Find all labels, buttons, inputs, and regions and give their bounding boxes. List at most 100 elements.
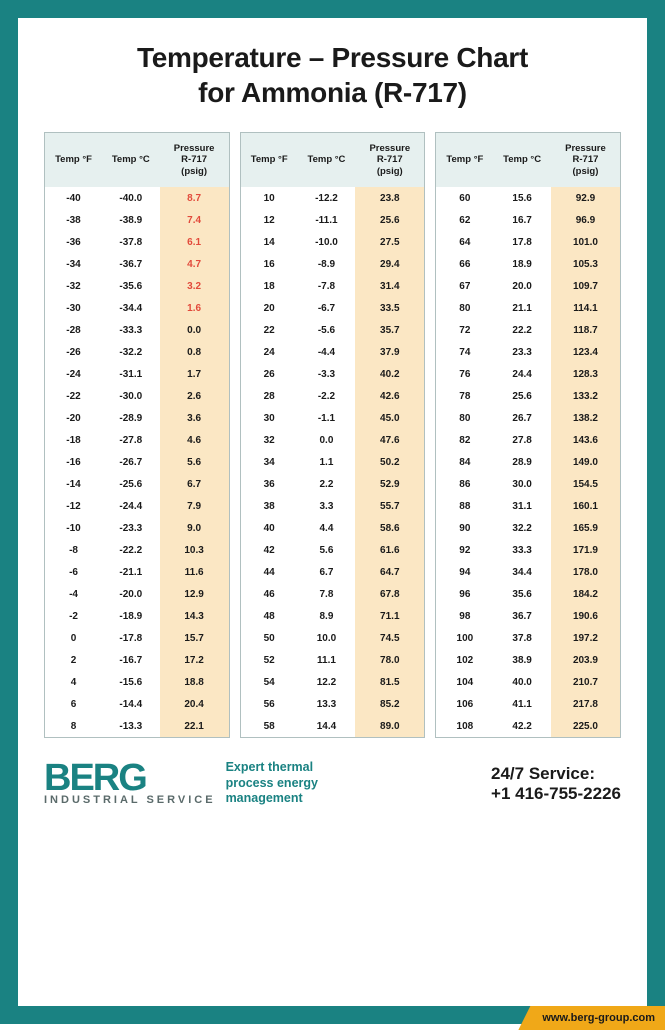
column-header: Temp °C <box>493 133 551 188</box>
cell-pressure: 149.0 <box>551 451 621 473</box>
table-row: 26-3.340.2 <box>240 363 425 385</box>
column-header: PressureR-717(psig) <box>160 133 230 188</box>
table-row: -14-25.66.7 <box>45 473 230 495</box>
cell-pressure: 184.2 <box>551 583 621 605</box>
cell-pressure: 154.5 <box>551 473 621 495</box>
cell-temp-f: -12 <box>45 495 103 517</box>
cell-temp-f: 64 <box>436 231 494 253</box>
cell-temp-f: 94 <box>436 561 494 583</box>
cell-temp-c: -16.7 <box>102 649 160 671</box>
cell-temp-c: -18.9 <box>102 605 160 627</box>
cell-temp-c: 13.3 <box>298 693 356 715</box>
table-row: 8026.7138.2 <box>436 407 621 429</box>
cell-pressure: 18.8 <box>160 671 230 693</box>
cell-pressure: 3.2 <box>160 275 230 297</box>
table-row: 7222.2118.7 <box>436 319 621 341</box>
cell-temp-c: 36.7 <box>493 605 551 627</box>
cell-pressure: 47.6 <box>355 429 425 451</box>
table-row: 10-12.223.8 <box>240 187 425 209</box>
cell-pressure: 27.5 <box>355 231 425 253</box>
table-row: 6-14.420.4 <box>45 693 230 715</box>
cell-temp-c: 21.1 <box>493 297 551 319</box>
cell-temp-f: 10 <box>240 187 298 209</box>
cell-pressure: 4.7 <box>160 253 230 275</box>
cell-temp-f: 92 <box>436 539 494 561</box>
cell-pressure: 143.6 <box>551 429 621 451</box>
cell-temp-f: 67 <box>436 275 494 297</box>
cell-pressure: 0.8 <box>160 341 230 363</box>
cell-temp-f: 32 <box>240 429 298 451</box>
cell-temp-c: -11.1 <box>298 209 356 231</box>
table-row: -34-36.74.7 <box>45 253 230 275</box>
table-row: -22-30.02.6 <box>45 385 230 407</box>
service-phone: +1 416-755-2226 <box>491 784 621 804</box>
cell-temp-c: 11.1 <box>298 649 356 671</box>
cell-pressure: 118.7 <box>551 319 621 341</box>
column-header: Temp °F <box>240 133 298 188</box>
cell-temp-c: -33.3 <box>102 319 160 341</box>
cell-temp-f: 22 <box>240 319 298 341</box>
cell-temp-c: -3.3 <box>298 363 356 385</box>
table-row: 5412.281.5 <box>240 671 425 693</box>
cell-temp-f: -24 <box>45 363 103 385</box>
cell-temp-f: 54 <box>240 671 298 693</box>
cell-pressure: 8.7 <box>160 187 230 209</box>
cell-pressure: 33.5 <box>355 297 425 319</box>
table-row: 4-15.618.8 <box>45 671 230 693</box>
table-row: 6720.0109.7 <box>436 275 621 297</box>
cell-temp-c: -20.0 <box>102 583 160 605</box>
cell-temp-f: 12 <box>240 209 298 231</box>
cell-pressure: 35.7 <box>355 319 425 341</box>
cell-temp-f: 98 <box>436 605 494 627</box>
cell-pressure: 10.3 <box>160 539 230 561</box>
table-row: 10238.9203.9 <box>436 649 621 671</box>
table-row: 8831.1160.1 <box>436 495 621 517</box>
tables-row: Temp °FTemp °CPressureR-717(psig)-40-40.… <box>44 132 621 738</box>
cell-pressure: 105.3 <box>551 253 621 275</box>
table-row: 6216.796.9 <box>436 209 621 231</box>
cell-pressure: 45.0 <box>355 407 425 429</box>
table-row: 9032.2165.9 <box>436 517 621 539</box>
table-row: -30-34.41.6 <box>45 297 230 319</box>
table-row: 9836.7190.6 <box>436 605 621 627</box>
cell-temp-c: -10.0 <box>298 231 356 253</box>
cell-temp-c: -36.7 <box>102 253 160 275</box>
cell-temp-c: 34.4 <box>493 561 551 583</box>
cell-pressure: 225.0 <box>551 715 621 738</box>
cell-temp-c: 12.2 <box>298 671 356 693</box>
cell-temp-c: -35.6 <box>102 275 160 297</box>
cell-pressure: 5.6 <box>160 451 230 473</box>
cell-temp-f: -40 <box>45 187 103 209</box>
cell-temp-c: 6.7 <box>298 561 356 583</box>
cell-pressure: 203.9 <box>551 649 621 671</box>
cell-temp-f: 78 <box>436 385 494 407</box>
cell-temp-f: 24 <box>240 341 298 363</box>
cell-pressure: 9.0 <box>160 517 230 539</box>
cell-temp-c: -26.7 <box>102 451 160 473</box>
cell-temp-f: 26 <box>240 363 298 385</box>
cell-temp-f: -6 <box>45 561 103 583</box>
cell-temp-c: -13.3 <box>102 715 160 738</box>
cell-pressure: 81.5 <box>355 671 425 693</box>
table-row: 446.764.7 <box>240 561 425 583</box>
cell-temp-f: 96 <box>436 583 494 605</box>
column-header: Temp °C <box>298 133 356 188</box>
table-row: 9434.4178.0 <box>436 561 621 583</box>
column-header: PressureR-717(psig) <box>551 133 621 188</box>
url-ribbon: www.berg-group.com <box>518 1006 665 1030</box>
logo: BERG INDUSTRIAL SERVICE <box>44 762 216 806</box>
cell-pressure: 133.2 <box>551 385 621 407</box>
cell-pressure: 22.1 <box>160 715 230 738</box>
url-text: www.berg-group.com <box>518 1006 665 1030</box>
table-row: -10-23.39.0 <box>45 517 230 539</box>
cell-pressure: 11.6 <box>160 561 230 583</box>
table-row: -40-40.08.7 <box>45 187 230 209</box>
cell-pressure: 67.8 <box>355 583 425 605</box>
table-row: 24-4.437.9 <box>240 341 425 363</box>
table-row: 30-1.145.0 <box>240 407 425 429</box>
tagline-line-1: Expert thermal <box>226 760 314 774</box>
cell-pressure: 50.2 <box>355 451 425 473</box>
cell-pressure: 40.2 <box>355 363 425 385</box>
cell-temp-c: 33.3 <box>493 539 551 561</box>
table-row: -12-24.47.9 <box>45 495 230 517</box>
